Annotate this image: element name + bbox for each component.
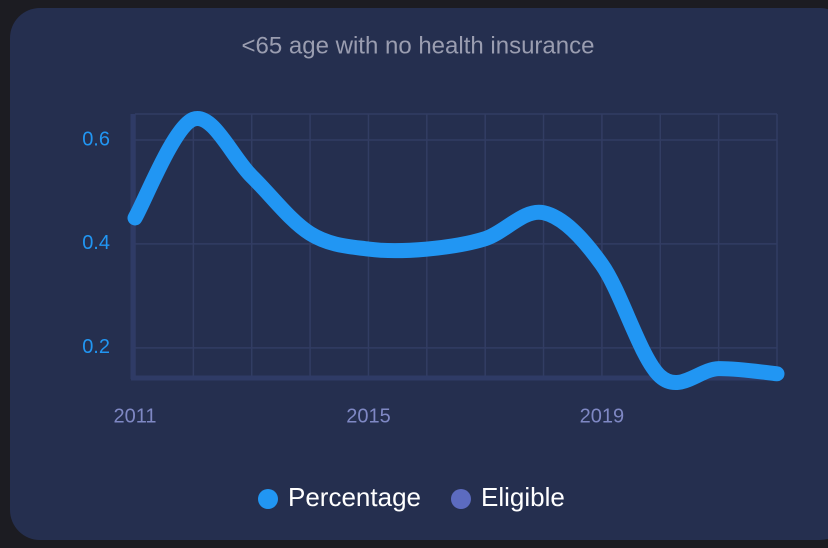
legend-label: Eligible bbox=[481, 482, 565, 512]
y-tick-label: 0.6 bbox=[82, 128, 110, 150]
legend-marker bbox=[258, 489, 278, 509]
x-tick-label: 2015 bbox=[346, 405, 391, 427]
x-tick-label: 2011 bbox=[113, 405, 156, 427]
legend-marker bbox=[450, 489, 471, 509]
legend-label: Percentage bbox=[288, 482, 421, 512]
card bbox=[10, 8, 828, 540]
chart-title: <65 age with no health insurance bbox=[242, 32, 595, 59]
x-tick-label: 2019 bbox=[580, 405, 625, 427]
line bbox=[127, 111, 785, 390]
y-tick-label: 0.2 bbox=[82, 336, 110, 358]
y-tick-label: 0.4 bbox=[82, 232, 110, 254]
